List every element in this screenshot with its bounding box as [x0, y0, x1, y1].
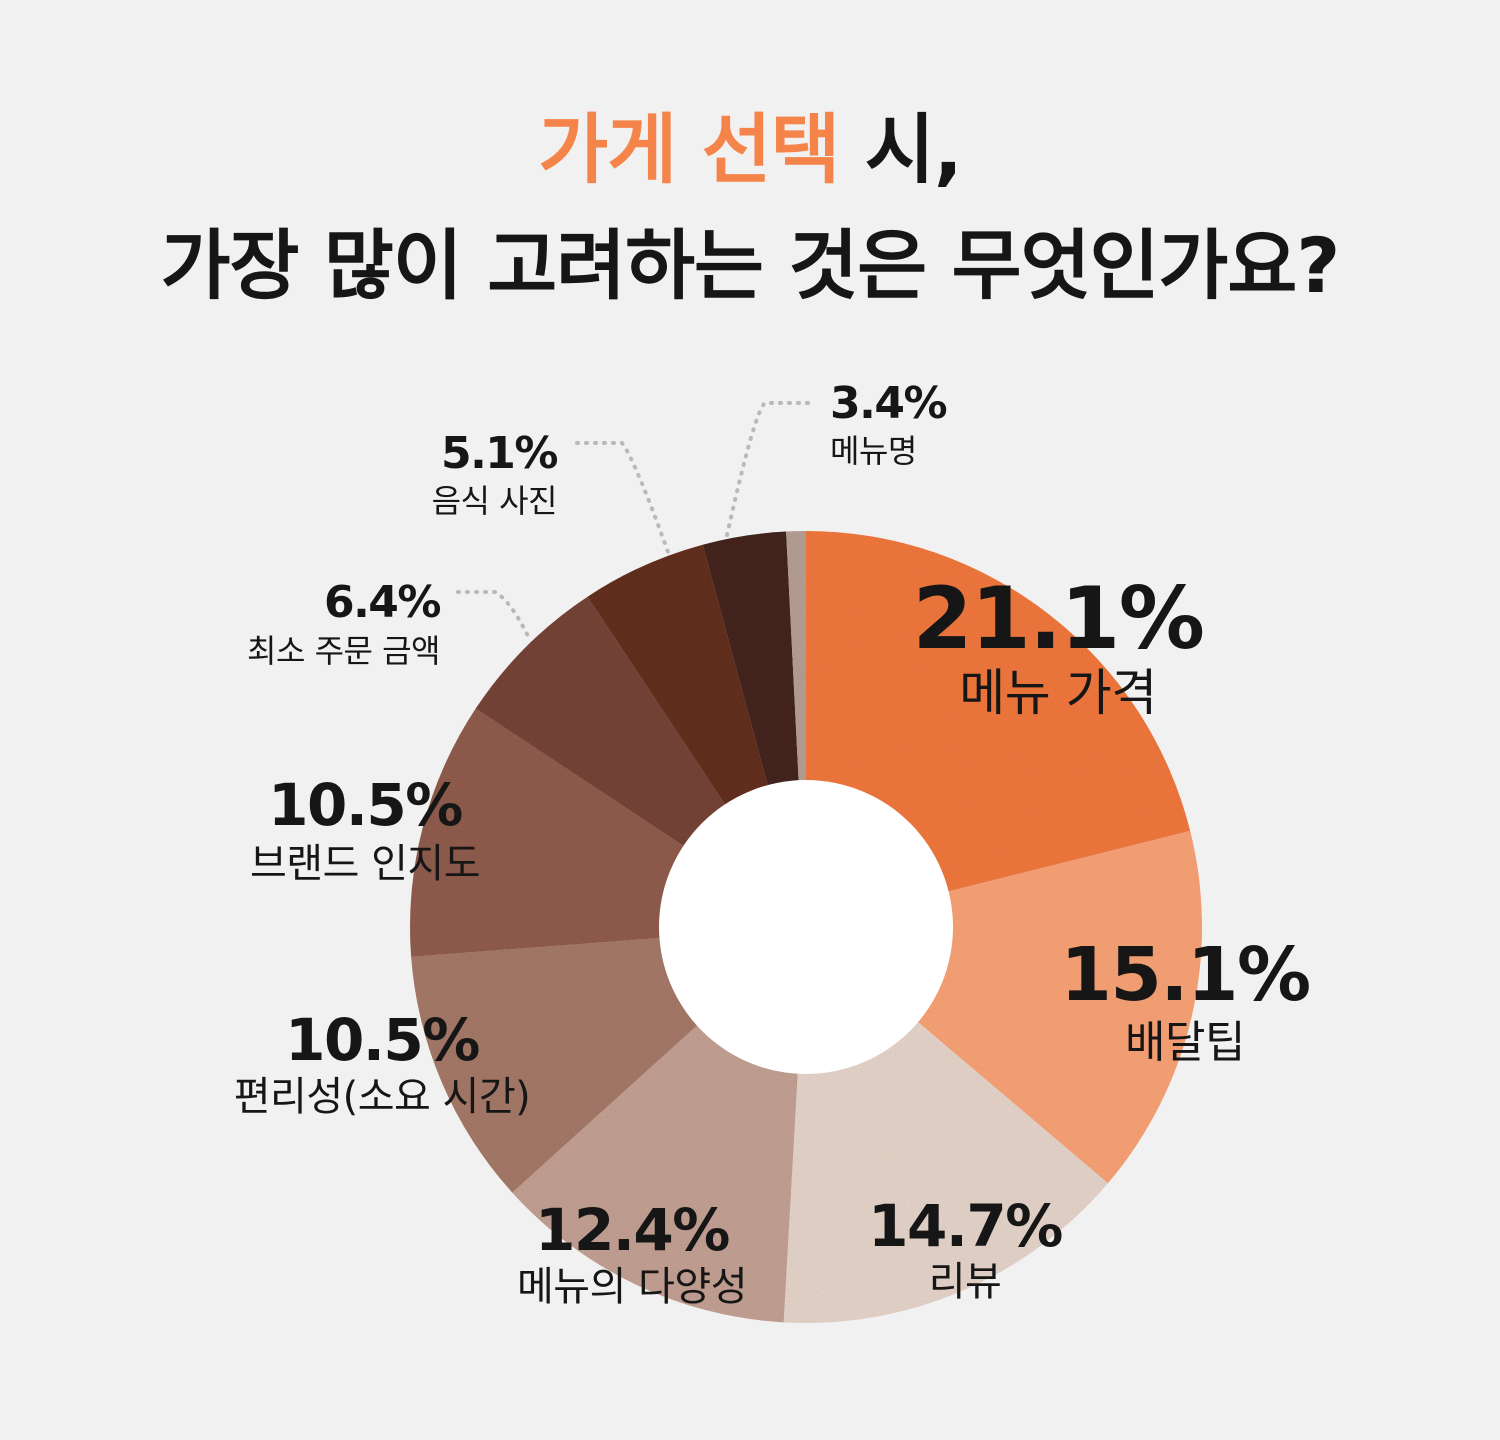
data-label-category-9: 메뉴명: [830, 432, 917, 470]
data-label-category-4: 메뉴의 다양성: [517, 1264, 747, 1310]
data-label-value-4: 12.4%: [535, 1196, 729, 1264]
leader-line-7: [456, 590, 530, 638]
leader-line-8: [575, 441, 670, 554]
chart-title-line-1: 가게 선택 시,: [0, 102, 1500, 198]
data-label-category-2: 배달팁: [1125, 1017, 1245, 1068]
data-label-value-6: 10.5%: [268, 771, 462, 839]
donut-hole: [659, 780, 953, 1074]
data-label-category-7: 최소 주문 금액: [247, 632, 440, 670]
data-label-value-5: 10.5%: [285, 1006, 479, 1074]
data-label-category-6: 브랜드 인지도: [250, 841, 480, 887]
data-label-category-1: 메뉴 가격: [959, 664, 1156, 722]
data-label-value-1: 21.1%: [913, 569, 1204, 669]
title-highlight: 가게 선택: [538, 105, 840, 194]
data-label-value-7: 6.4%: [324, 577, 440, 628]
data-label-value-8: 5.1%: [441, 428, 557, 479]
leader-line-9: [725, 401, 810, 537]
data-label-value-2: 15.1%: [1060, 932, 1309, 1018]
data-label-category-5: 편리성(소요 시간): [234, 1074, 531, 1120]
title-line-1-rest: 시,: [839, 105, 963, 194]
data-label-category-8: 음식 사진: [432, 482, 557, 520]
data-label-value-9: 3.4%: [830, 378, 946, 429]
data-label-value-3: 14.7%: [868, 1192, 1062, 1260]
data-label-category-3: 리뷰: [929, 1259, 1002, 1305]
chart-title-line-2: 가장 많이 고려하는 것은 무엇인가요?: [160, 221, 1341, 310]
